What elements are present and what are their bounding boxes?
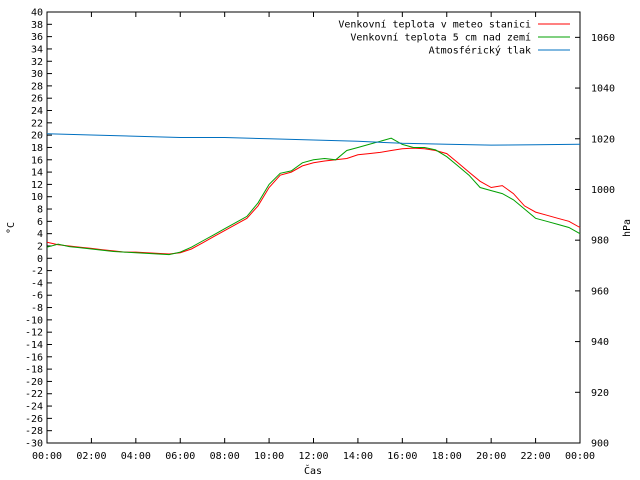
x-axis-title: Čas (304, 464, 322, 477)
y-left-tick-label: 4 (37, 229, 43, 240)
x-tick-label: 00:00 (32, 451, 62, 462)
y-left-axis-title: °C (6, 222, 17, 234)
y-right-tick-label: 1040 (591, 84, 615, 95)
y-left-tick-label: -14 (25, 340, 43, 351)
y-left-tick-label: 34 (31, 44, 43, 55)
y-left-tick-label: 12 (31, 180, 43, 191)
legend: Venkovní teplota v meteo staniciVenkovní… (338, 19, 570, 57)
y-right-axis-title: hPa (622, 219, 633, 237)
y-left-tick-label: 32 (31, 57, 43, 68)
y-left-tick-label: 14 (31, 168, 43, 179)
x-tick-label: 16:00 (387, 451, 417, 462)
y-right-ticks: 1060 1040 1020 1000 980 960 940 920 900 (575, 33, 615, 450)
y-left-tick-label: -24 (25, 402, 43, 413)
x-ticks: 00:00 02:00 04:00 06:00 08:00 10:00 12:00 14:00… (32, 12, 595, 462)
y-left-tick-label: -28 (25, 426, 43, 437)
y-right-tick-label: 1000 (591, 185, 615, 196)
y-left-tick-label: -26 (25, 414, 43, 425)
series-line-1 (46, 137, 581, 256)
y-right-tick-label: 980 (591, 236, 609, 247)
y-right-tick-label: 940 (591, 337, 609, 348)
y-right-tick-label: 920 (591, 388, 609, 399)
y-right-tick-label: 960 (591, 286, 609, 297)
y-left-tick-label: 18 (31, 143, 43, 154)
y-left-tick-label: 28 (31, 81, 43, 92)
y-left-tick-label: 24 (31, 106, 43, 117)
legend-label-2: Atmosférický tlak (429, 45, 531, 57)
y-left-tick-label: 6 (37, 217, 43, 228)
series-lines (46, 133, 581, 256)
y-left-tick-label: 36 (31, 32, 43, 43)
y-left-tick-label: -20 (25, 377, 43, 388)
y-right-tick-label: 1060 (591, 33, 615, 44)
legend-label-0: Venkovní teplota v meteo stanici (338, 19, 531, 31)
x-tick-label: 14:00 (343, 451, 373, 462)
y-left-tick-label: -8 (31, 303, 43, 314)
x-tick-label: 02:00 (76, 451, 106, 462)
y-left-ticks: 4038363432302826242220181614121086420-2-… (25, 8, 52, 450)
y-left-tick-label: 40 (31, 8, 43, 19)
y-left-tick-label: -22 (25, 389, 43, 400)
y-left-tick-label: 30 (31, 69, 43, 80)
y-left-tick-label: -4 (31, 278, 43, 289)
x-tick-label: 06:00 (165, 451, 195, 462)
y-right-tick-label: 900 (591, 439, 609, 450)
x-tick-label: 12:00 (298, 451, 328, 462)
y-left-tick-label: 2 (37, 241, 43, 252)
y-left-tick-label: 38 (31, 20, 43, 31)
legend-label-1: Venkovní teplota 5 cm nad zemí (350, 32, 531, 44)
y-left-tick-label: 22 (31, 118, 43, 129)
series-line-2 (46, 133, 581, 146)
x-tick-label: 00:00 (565, 451, 595, 462)
y-left-tick-label: 0 (37, 254, 43, 265)
x-tick-label: 18:00 (432, 451, 462, 462)
y-left-tick-label: 10 (31, 192, 43, 203)
y-left-tick-label: -16 (25, 352, 43, 363)
plot-frame (46, 11, 581, 444)
y-right-tick-label: 1020 (591, 134, 615, 145)
y-left-tick-label: 8 (37, 205, 43, 216)
y-left-tick-label: -6 (31, 291, 43, 302)
x-tick-label: 20:00 (476, 451, 506, 462)
x-tick-label: 10:00 (254, 451, 284, 462)
y-left-tick-label: -12 (25, 328, 43, 339)
x-tick-label: 22:00 (521, 451, 551, 462)
series-line-0 (46, 147, 581, 255)
y-left-tick-label: -10 (25, 315, 43, 326)
y-left-tick-label: 26 (31, 94, 43, 105)
y-left-tick-label: -30 (25, 439, 43, 450)
y-left-tick-label: 16 (31, 155, 43, 166)
x-tick-label: 08:00 (210, 451, 240, 462)
y-left-tick-label: 20 (31, 131, 43, 142)
y-left-tick-label: -2 (31, 266, 43, 277)
x-tick-label: 04:00 (121, 451, 151, 462)
y-left-tick-label: -18 (25, 365, 43, 376)
